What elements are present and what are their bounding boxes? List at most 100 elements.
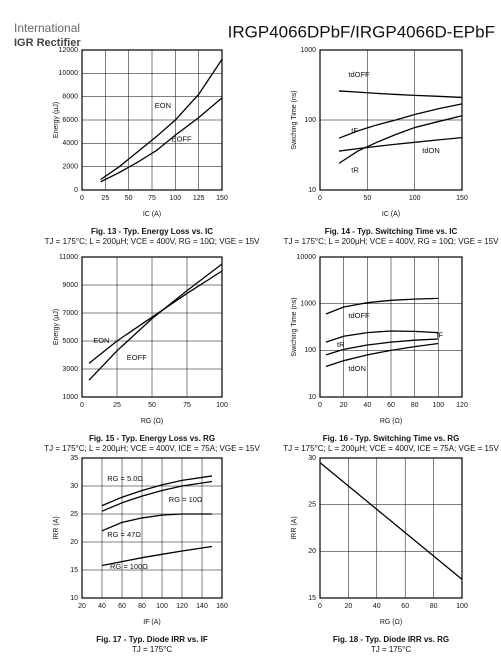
y-tick-label: 10 <box>70 595 78 602</box>
plot-frame <box>81 457 223 599</box>
series-line <box>325 342 439 368</box>
y-tick-label: 11000 <box>59 254 78 261</box>
x-tick-label: 50 <box>125 195 133 202</box>
series-line <box>338 90 463 99</box>
logo-line1: International <box>14 21 80 35</box>
y-tick-label: 7000 <box>62 310 78 317</box>
x-tick-label: 0 <box>80 402 84 409</box>
y-tick-label: 100 <box>304 117 316 124</box>
y-axis-label: Energy (µJ) <box>53 102 60 138</box>
x-tick-label: 125 <box>193 195 205 202</box>
x-tick-label: 100 <box>409 195 421 202</box>
x-tick-label: 80 <box>138 603 146 610</box>
y-tick-label: 20 <box>308 548 316 555</box>
plot-frame <box>319 49 463 191</box>
y-tick-label: 100 <box>304 347 316 354</box>
y-tick-label: 5000 <box>62 338 78 345</box>
x-tick-label: 160 <box>216 603 228 610</box>
y-tick-label: 9000 <box>62 282 78 289</box>
series-label: tdOFF <box>348 311 370 320</box>
y-tick-label: 20 <box>70 539 78 546</box>
series-line <box>101 475 213 507</box>
x-tick-label: 25 <box>101 195 109 202</box>
x-tick-label: 50 <box>148 402 156 409</box>
series-line <box>338 136 463 152</box>
figure-conditions: TJ = 175°C; L = 200µH; VCE = 400V, ICE =… <box>44 444 260 453</box>
series-line <box>325 330 439 343</box>
y-tick-label: 35 <box>70 455 78 462</box>
figure-caption: Fig. 17 - Typ. Diode IRR vs. IF <box>96 635 208 644</box>
series-label: tF <box>351 126 358 135</box>
y-tick-label: 4000 <box>62 140 78 147</box>
y-axis-label: Swiching Time (ns) <box>291 90 298 149</box>
y-tick-label: 30 <box>70 483 78 490</box>
figure-conditions: TJ = 175°C; L = 200µH; VCE = 400V, RG = … <box>284 237 500 246</box>
x-tick-label: 80 <box>411 402 419 409</box>
x-tick-label: 20 <box>345 603 353 610</box>
x-tick-label: 25 <box>113 402 121 409</box>
x-tick-label: 120 <box>456 402 468 409</box>
x-axis-label: IF (A) <box>143 619 161 626</box>
y-tick-label: 30 <box>308 455 316 462</box>
series-line <box>325 297 439 315</box>
series-label: RG = 100Ω <box>110 562 148 571</box>
y-tick-label: 1000 <box>300 47 316 54</box>
series-line <box>338 115 463 164</box>
x-tick-label: 140 <box>196 603 208 610</box>
y-tick-label: 10000 <box>297 254 317 261</box>
page-title: IRGP4066DPbF/IRGP4066D-EPbF <box>228 22 495 41</box>
figure-caption: Fig. 18 - Typ. Diode IRR vs. RG <box>333 635 449 644</box>
x-tick-label: 20 <box>340 402 348 409</box>
x-tick-label: 0 <box>80 195 84 202</box>
series-label: tR <box>337 340 345 349</box>
y-tick-label: 8000 <box>62 94 78 101</box>
series-label: RG = 47Ω <box>107 530 141 539</box>
series-line <box>101 480 213 512</box>
y-tick-label: 2000 <box>62 164 78 171</box>
x-axis-label: IC (A) <box>143 211 161 218</box>
figure-conditions: TJ = 175°C <box>132 645 173 654</box>
series-line <box>100 58 223 181</box>
y-axis-label: Swiching Time (ns) <box>291 297 298 356</box>
plot-frame <box>81 49 223 191</box>
x-tick-label: 100 <box>156 603 168 610</box>
x-tick-label: 150 <box>216 195 228 202</box>
y-tick-label: 3000 <box>62 366 78 373</box>
series-line <box>338 103 463 139</box>
x-tick-label: 60 <box>118 603 126 610</box>
x-tick-label: 100 <box>456 603 468 610</box>
x-axis-label: IC (A) <box>382 211 400 218</box>
x-tick-label: 75 <box>148 195 156 202</box>
series-label: EOFF <box>172 135 192 144</box>
x-tick-label: 100 <box>169 195 181 202</box>
series-label: EON <box>155 101 171 110</box>
x-tick-label: 100 <box>216 402 228 409</box>
series-label: tdON <box>348 364 366 373</box>
series-label: EON <box>93 336 109 345</box>
plot-frame <box>319 457 463 599</box>
y-tick-label: 25 <box>70 511 78 518</box>
y-axis-label: IRR (A) <box>291 516 298 539</box>
x-tick-label: 120 <box>176 603 188 610</box>
series-label: tF <box>436 330 443 339</box>
plot-frame <box>319 256 463 398</box>
plot-frame <box>81 256 223 398</box>
x-tick-label: 20 <box>78 603 86 610</box>
x-tick-label: 80 <box>430 603 438 610</box>
y-tick-label: 10 <box>308 187 316 194</box>
x-tick-label: 40 <box>373 603 381 610</box>
y-tick-label: 10 <box>308 394 316 401</box>
figure-caption: Fig. 13 - Typ. Energy Loss vs. IC <box>91 227 213 236</box>
x-axis-label: RG (Ω) <box>141 418 163 425</box>
x-tick-label: 60 <box>401 603 409 610</box>
y-tick-label: 15 <box>70 567 78 574</box>
y-tick-label: 15 <box>308 595 316 602</box>
series-label: tdON <box>422 146 440 155</box>
series-label: RG = 10Ω <box>169 495 203 504</box>
y-axis-label: Energy (µJ) <box>53 309 60 345</box>
figure-conditions: TJ = 175°C <box>371 645 412 654</box>
series-label: RG = 5.0Ω <box>107 474 143 483</box>
series-line <box>319 462 463 580</box>
x-tick-label: 75 <box>183 402 191 409</box>
figure-caption: Fig. 16 - Typ. Switching Time vs. RG <box>323 434 460 443</box>
